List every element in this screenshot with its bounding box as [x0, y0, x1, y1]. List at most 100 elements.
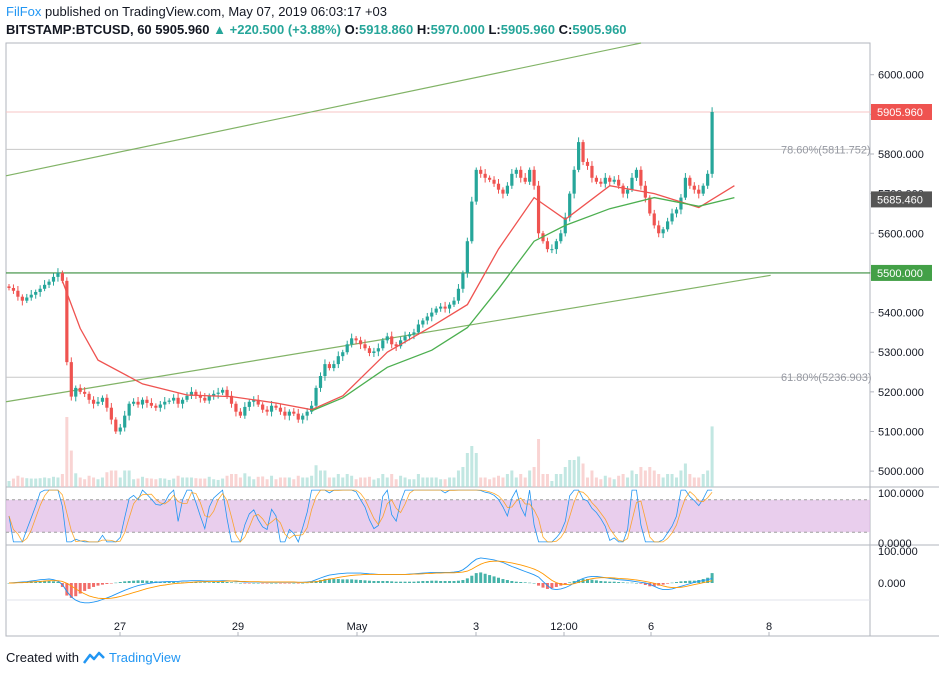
candle-body [278, 407, 283, 412]
macd-hist-bar [96, 583, 100, 586]
macd-hist-bar [523, 582, 527, 583]
candle-body [492, 179, 496, 184]
macd-hist-bar [350, 579, 354, 583]
y-tick-label: 5300.000 [878, 347, 924, 359]
volume-bar [109, 470, 113, 487]
candle-body [301, 415, 305, 420]
candle-body [189, 391, 194, 396]
volume-bar [483, 477, 487, 487]
volume-bar [212, 479, 216, 487]
macd-hist-bar [497, 577, 500, 583]
volume-bar [421, 477, 425, 487]
candle-body [158, 404, 162, 408]
volume-bar [590, 470, 594, 487]
volume-bar [69, 450, 73, 487]
macd-hist-bar [354, 579, 358, 583]
macd-hist-bar [252, 583, 256, 584]
volume-bar [670, 474, 674, 487]
candle-body [283, 411, 287, 416]
macd-hist-bar [323, 579, 327, 583]
volume-bar [163, 478, 167, 487]
candle-body [608, 177, 612, 182]
macd-hist-bar [532, 583, 536, 584]
candle-body [674, 209, 679, 214]
candle-body [292, 411, 296, 414]
volume-bar [136, 478, 140, 487]
candle-body [29, 294, 33, 298]
volume-bar [505, 474, 509, 487]
macd-hist-bar [505, 580, 509, 583]
macd-hist-bar [381, 581, 385, 583]
candle-body [305, 411, 309, 416]
volume-bar [683, 463, 687, 487]
trend-line [5, 42, 642, 177]
volume-bar [203, 478, 207, 487]
macd-hist-bar [43, 581, 47, 583]
price-tag-label: 5685.460 [877, 194, 923, 206]
volume-bar [661, 477, 665, 487]
volume-bar [198, 478, 202, 487]
macd-hist-bar [434, 580, 438, 583]
macd-hist-bar [452, 581, 456, 583]
volume-bar [465, 453, 469, 487]
macd-hist-bar [448, 581, 452, 583]
macd-hist-bar [198, 582, 202, 583]
candle-body [323, 364, 327, 376]
plot-frame [5, 42, 871, 637]
fib-level-label: 78.60%(5811.752) [781, 144, 871, 156]
macd-hist-bar [603, 581, 607, 583]
macd-hist-bar [296, 583, 300, 584]
volume-bar [514, 477, 518, 487]
x-tick-label: 6 [648, 621, 654, 633]
volume-bar [474, 453, 478, 487]
candle-body [154, 405, 158, 408]
macd-hist-bar [261, 583, 265, 584]
candle-body [296, 413, 300, 420]
macd-hist-bar [652, 583, 656, 587]
volume-bar [385, 477, 389, 487]
candle-body [443, 306, 447, 309]
macd-hist-bar [52, 581, 55, 583]
candle-body [679, 197, 683, 210]
macd-hist-bar [301, 583, 305, 584]
volume-bar [492, 477, 496, 487]
candle-body [180, 399, 185, 404]
macd-hist-bar [514, 581, 518, 583]
macd-hist-bar [163, 581, 167, 583]
macd-hist-bar [56, 581, 60, 583]
macd-hist-bar [661, 583, 665, 585]
candle-body [100, 397, 105, 402]
macd-hist-bar [167, 582, 171, 583]
candle-body [350, 338, 354, 345]
y-tick-label: 5200.000 [878, 387, 924, 399]
macd-hist-bar [118, 582, 122, 583]
x-tick-label: May [347, 621, 368, 633]
candle-body [479, 169, 483, 174]
close-value: 5905.960 [572, 22, 627, 37]
volume-bar [60, 474, 64, 487]
y-tick-label: 5800.000 [878, 149, 924, 161]
macd-hist-bar [688, 580, 692, 583]
candle-body [385, 336, 389, 341]
volume-bar [78, 477, 82, 487]
author-name[interactable]: FilFox [6, 4, 42, 19]
macd-hist-bar [586, 579, 589, 583]
volume-bar [456, 470, 460, 487]
volume-bar [412, 479, 416, 487]
volume-bar [626, 477, 630, 487]
volume-bar [652, 470, 656, 487]
volume-bar [7, 481, 11, 487]
volume-bar [265, 479, 269, 487]
macd-hist-bar [243, 583, 247, 584]
candle-body [34, 291, 38, 295]
macd-hist-bar [359, 580, 363, 583]
tradingview-brand[interactable]: TradingView [108, 650, 181, 665]
macd-hist-bar [274, 583, 278, 584]
volume-bar [149, 478, 153, 487]
open-value: 5918.860 [359, 22, 414, 37]
volume-bar [367, 476, 371, 487]
volume-bar [403, 477, 407, 487]
volume-bar [185, 477, 189, 487]
candle-body [247, 401, 251, 407]
